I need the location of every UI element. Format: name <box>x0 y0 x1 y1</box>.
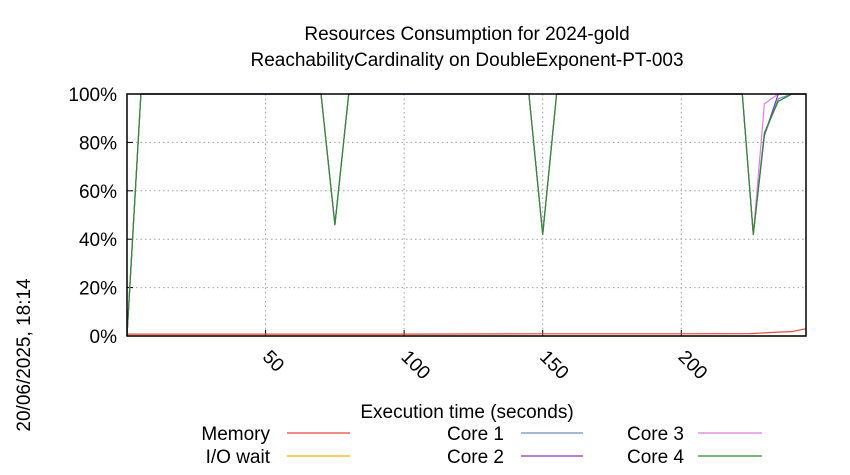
plot-area-border <box>126 93 807 337</box>
y-axis-ticks: 0% 20% 40% 60% 80% 100% <box>68 85 133 348</box>
x-tick-label: 100 <box>397 347 434 384</box>
timestamp-side-label: 20/06/2025, 18:14 <box>14 278 35 432</box>
legend-label-memory: Memory <box>201 424 270 445</box>
series-line-core-1 <box>126 93 806 337</box>
x-tick-label: 50 <box>258 347 288 377</box>
x-tick-label: 200 <box>674 347 711 384</box>
legend-label-core-3: Core 3 <box>627 424 684 445</box>
x-axis-label: Execution time (seconds) <box>360 402 573 423</box>
x-tick-label: 150 <box>535 347 572 384</box>
legend-label-core-1: Core 1 <box>447 424 504 445</box>
series-line-core-4 <box>126 93 806 337</box>
legend-label-core-2: Core 2 <box>447 447 504 468</box>
series-line-core-3 <box>126 93 806 337</box>
chart-title-line-2: ReachabilityCardinality on DoubleExponen… <box>250 50 683 71</box>
y-tick-label: 20% <box>79 279 117 300</box>
y-tick-label: 40% <box>79 230 117 251</box>
chart-title-line-1: Resources Consumption for 2024-gold <box>304 24 629 45</box>
legend-label-i-o-wait: I/O wait <box>206 447 271 468</box>
x-axis-ticks: 50 100 150 200 <box>258 330 711 384</box>
y-tick-label: 100% <box>68 85 117 106</box>
y-tick-label: 80% <box>79 133 117 154</box>
legend-label-core-4: Core 4 <box>627 447 684 468</box>
series-line-core-2 <box>126 93 806 337</box>
series-line-memory <box>127 328 807 335</box>
y-tick-label: 0% <box>90 327 118 348</box>
series-lines <box>126 93 807 337</box>
grid <box>127 94 806 336</box>
y-tick-label: 60% <box>79 182 117 203</box>
